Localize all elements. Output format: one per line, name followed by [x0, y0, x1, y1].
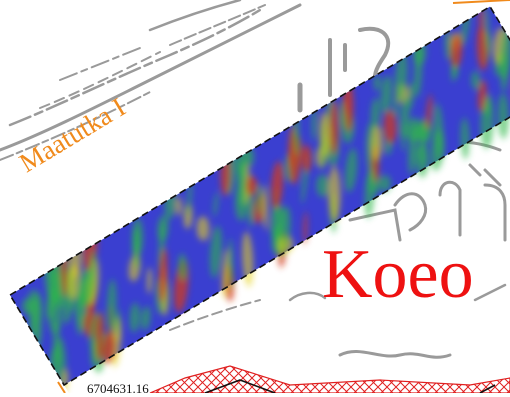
road-line [60, 48, 140, 80]
road-line [40, 52, 160, 108]
hatched-polygon [150, 366, 510, 393]
building-outline [330, 40, 345, 95]
building-outline [440, 182, 460, 235]
building-outline [350, 210, 400, 240]
road-line [10, 10, 260, 125]
hatched-excavation-area [150, 366, 510, 393]
road-line [150, 0, 240, 30]
building-outline [340, 351, 450, 357]
building-outline [485, 185, 505, 240]
road-line [0, 92, 150, 160]
building-outline [395, 194, 426, 230]
road-line [170, 5, 265, 45]
building-outline [475, 285, 505, 300]
road-line [0, 5, 300, 150]
building-outline [470, 165, 500, 185]
building-outline [290, 293, 325, 300]
radar-blob [246, 176, 258, 196]
